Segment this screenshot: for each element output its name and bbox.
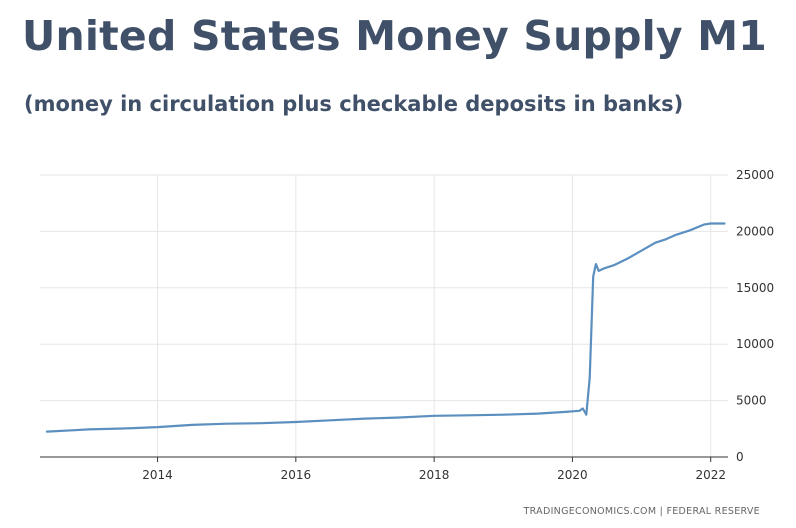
y-tick-label: 20000 — [736, 224, 774, 238]
m1-series-line — [45, 222, 726, 433]
source-attribution: TRADINGECONOMICS.COM | FEDERAL RESERVE — [523, 506, 760, 517]
y-tick-label: 10000 — [736, 337, 774, 351]
y-tick-label: 15000 — [736, 281, 774, 295]
x-tick-label: 2016 — [281, 468, 312, 482]
y-axis-ticks: 0 5000 10000 15000 20000 25000 — [736, 168, 774, 464]
y-tick-label: 25000 — [736, 168, 774, 182]
page-subtitle: (money in circulation plus checkable dep… — [24, 92, 684, 116]
y-tick-label: 0 — [736, 450, 744, 464]
x-tick-label: 2014 — [142, 468, 173, 482]
m1-line-chart: 2014 2016 2018 2020 2022 0 5000 10000 15000 2000… — [40, 168, 774, 517]
x-tick-label: 2018 — [419, 468, 450, 482]
y-tick-label: 5000 — [736, 394, 767, 408]
x-axis-ticks: 2014 2016 2018 2020 2022 — [142, 457, 726, 482]
page-title: United States Money Supply M1 — [22, 12, 768, 60]
x-tick-label: 2022 — [695, 468, 726, 482]
grid — [40, 174, 728, 457]
x-tick-label: 2020 — [557, 468, 588, 482]
